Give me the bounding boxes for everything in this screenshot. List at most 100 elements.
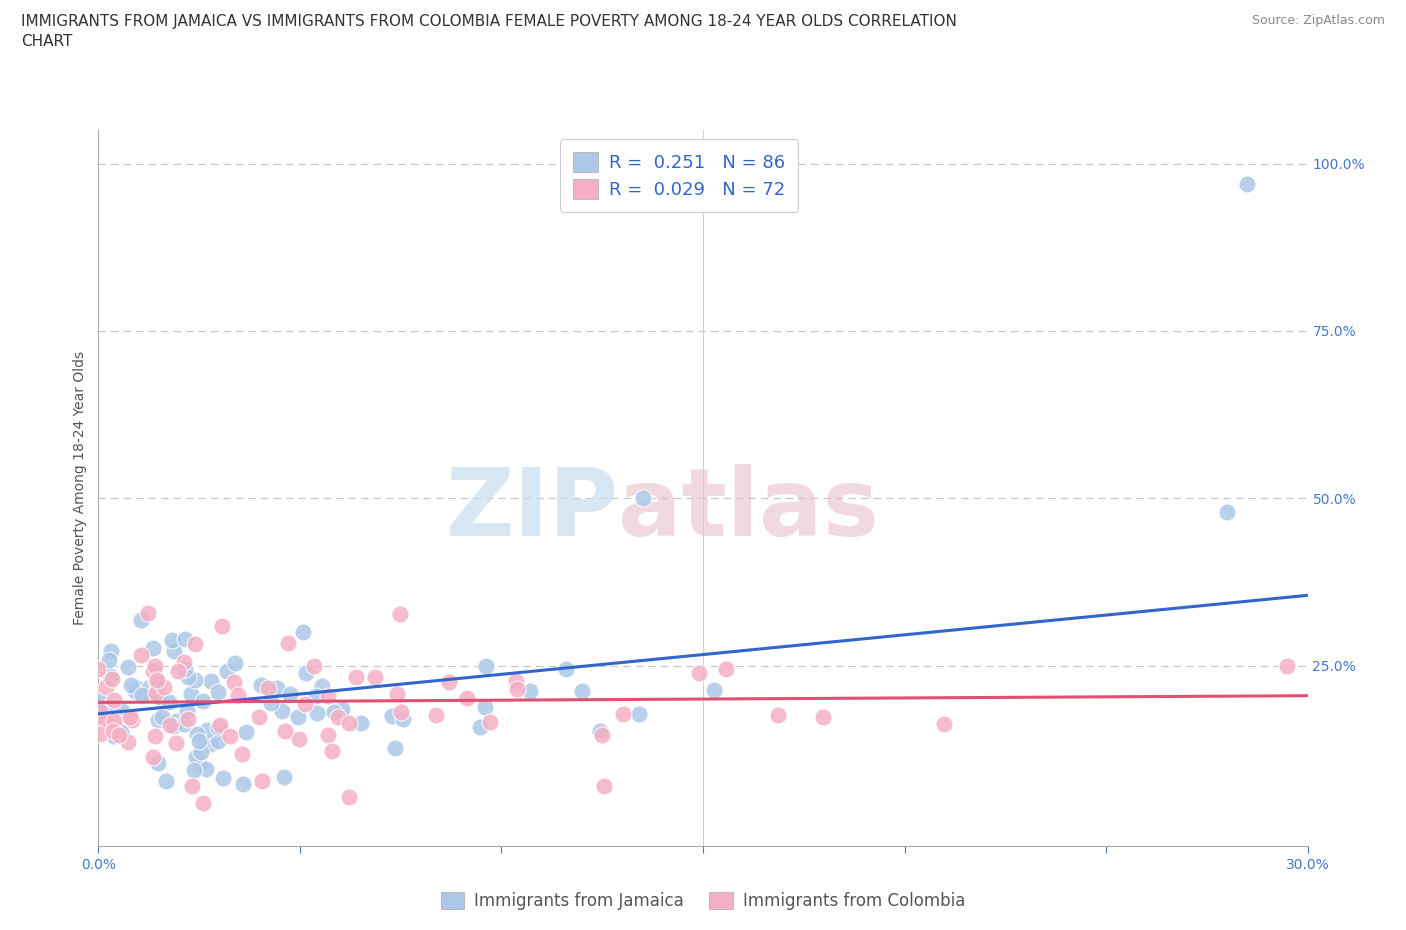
Point [186,726,208,741]
Point [287,732,309,747]
Point [470,720,492,735]
Point [103,729,125,744]
Point [191,694,214,709]
Point [252,774,274,789]
Point [94,679,117,694]
Point [200,673,222,688]
Point [188,758,211,773]
Point [138,685,160,700]
Point [388,606,411,621]
Point [96,701,118,716]
Point [148,690,170,705]
Point [364,670,387,684]
Point [152,680,174,695]
Point [249,677,271,692]
Point [277,636,299,651]
Point [110,723,132,737]
Point [159,717,181,732]
Point [391,704,413,719]
Point [142,641,165,656]
Point [381,709,404,724]
Point [260,696,283,711]
Point [100,644,122,658]
Point [118,710,141,724]
Point [100,669,122,684]
Text: Source: ZipAtlas.com: Source: ZipAtlas.com [1251,14,1385,27]
Point [703,682,725,697]
Point [145,674,167,689]
Point [302,659,325,674]
Point [184,750,207,764]
Point [131,688,153,703]
Point [612,707,634,722]
Point [305,689,328,704]
Point [101,671,124,686]
Point [292,625,315,640]
Point [1236,177,1258,192]
Point [391,711,413,726]
Point [162,719,184,734]
Point [177,711,200,726]
Point [162,644,184,658]
Point [87,661,110,676]
Point [1216,504,1239,519]
Point [932,717,955,732]
Point [209,718,232,733]
Point [475,658,498,673]
Point [98,652,121,667]
Point [191,796,214,811]
Point [232,777,254,791]
Point [294,697,316,711]
Point [146,673,169,688]
Point [385,686,408,701]
Point [247,710,270,724]
Point [173,631,195,646]
Point [87,694,110,709]
Point [456,691,478,706]
Point [136,605,159,620]
Point [321,743,343,758]
Point [165,713,187,728]
Point [555,662,578,677]
Point [145,685,167,700]
Point [103,713,125,728]
Point [316,689,339,704]
Point [194,762,217,777]
Point [332,701,354,716]
Point [768,708,790,723]
Point [155,774,177,789]
Point [591,727,613,742]
Point [425,708,447,723]
Point [266,681,288,696]
Point [224,675,246,690]
Point [146,675,169,690]
Point [89,704,111,719]
Point [187,733,209,748]
Point [173,716,195,731]
Point [714,661,737,676]
Point [103,693,125,708]
Point [257,681,280,696]
Point [627,707,650,722]
Point [157,694,180,709]
Legend: R =  0.251   N = 86, R =  0.029   N = 72: R = 0.251 N = 86, R = 0.029 N = 72 [560,140,797,211]
Point [183,763,205,777]
Point [344,670,367,684]
Point [311,679,333,694]
Point [337,716,360,731]
Point [592,778,614,793]
Point [173,655,195,670]
Point [129,612,152,627]
Point [1277,658,1299,673]
Point [215,664,238,679]
Point [211,618,233,633]
Point [305,706,328,721]
Point [146,756,169,771]
Point [129,647,152,662]
Point [631,491,654,506]
Point [143,728,166,743]
Point [212,770,235,785]
Point [274,724,297,738]
Point [180,687,202,702]
Point [127,681,149,696]
